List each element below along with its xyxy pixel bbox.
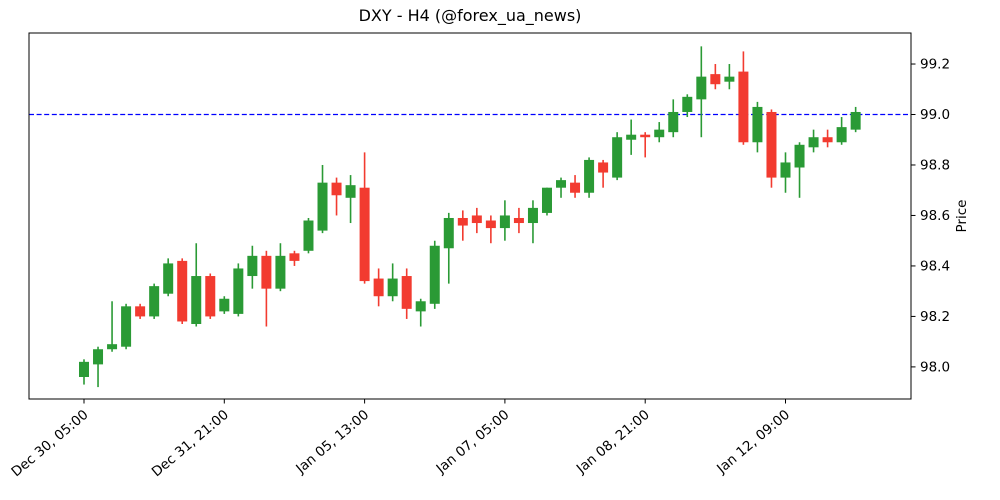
candle-body-down: [513, 217, 524, 224]
candle-body-down: [331, 182, 342, 196]
candle-body-up: [93, 349, 104, 365]
candle-body-up: [794, 144, 805, 168]
candle-body-up: [808, 137, 819, 148]
candle-body-down: [640, 134, 651, 138]
candle-body-up: [247, 255, 258, 277]
y-tick-label: 98.0: [920, 359, 950, 375]
candle-body-up: [696, 76, 707, 100]
candle-body-down: [822, 137, 833, 143]
candle-body-down: [373, 278, 384, 297]
x-tick-label: Jan 07, 05:00: [433, 407, 513, 478]
candle-body-down: [457, 217, 468, 226]
y-axis-label: Price: [954, 200, 970, 233]
candle-body-down: [359, 187, 370, 282]
x-tick-label: Dec 30, 05:00: [8, 407, 91, 480]
candle-body-up: [429, 245, 440, 304]
candle-body-up: [233, 268, 244, 314]
axes-frame: [28, 32, 912, 400]
candle-body-up: [387, 278, 398, 297]
candle-body-up: [654, 129, 665, 138]
candle-body-down: [471, 215, 482, 224]
candle-body-down: [766, 111, 777, 178]
candle-body-down: [401, 276, 412, 309]
candle-body-up: [612, 137, 623, 178]
candle-body-up: [275, 255, 286, 289]
candle-body-up: [107, 344, 118, 350]
candle-body-down: [485, 220, 496, 229]
candle-body-up: [682, 96, 693, 112]
candle-body-up: [443, 217, 454, 249]
candle-body-up: [499, 215, 510, 229]
candle-body-down: [738, 71, 749, 143]
plot-area: 98.0 98.2 98.4 98.6 98.8 99.0 99.2 Dec 30, 05:0…: [8, 32, 950, 480]
candle-body-up: [584, 159, 595, 193]
candle-body-down: [177, 260, 188, 322]
candle-body-up: [121, 306, 132, 347]
candle-body-up: [850, 111, 861, 130]
candle-body-up: [626, 134, 637, 140]
candle-body-down: [598, 162, 609, 173]
candle-body-down: [261, 255, 272, 289]
candle-body-down: [135, 306, 146, 317]
candle-body-up: [541, 187, 552, 213]
x-tick-label: Dec 31, 21:00: [149, 407, 232, 480]
candle-body-up: [836, 127, 847, 143]
candle-body-down: [710, 74, 721, 85]
x-tick-label: Jan 05, 13:00: [292, 407, 372, 478]
candle-body-up: [191, 276, 202, 324]
candle-body-down: [289, 253, 300, 261]
candle-body-up: [415, 301, 426, 312]
x-tick-label: Jan 12, 09:00: [713, 407, 793, 478]
candle-body-up: [303, 220, 314, 251]
candle-body-up: [668, 111, 679, 133]
y-tick-label: 98.6: [920, 208, 950, 224]
candle-body-up: [149, 286, 160, 317]
candle-body-up: [345, 185, 356, 198]
y-tick-label: 98.4: [920, 258, 950, 274]
candle-body-up: [724, 76, 735, 82]
candle-body-up: [79, 361, 89, 377]
chart-title: DXY - H4 (@forex_ua_news): [359, 6, 582, 26]
y-tick-label: 98.8: [920, 157, 950, 173]
candle-body-up: [317, 182, 328, 231]
y-tick-label: 98.2: [920, 309, 950, 325]
candle-body-up: [752, 106, 763, 143]
y-tick-label: 99.2: [920, 57, 950, 73]
candle-body-up: [556, 180, 567, 188]
candle-body-up: [219, 298, 230, 312]
candle-body-down: [570, 182, 581, 193]
x-tick-label: Jan 08, 21:00: [573, 407, 653, 478]
candle-body-up: [780, 162, 791, 178]
y-tick-label: 99.0: [920, 107, 950, 123]
candle-body-down: [205, 276, 216, 317]
candle-body-up: [163, 263, 174, 294]
candle-body-up: [527, 207, 538, 224]
